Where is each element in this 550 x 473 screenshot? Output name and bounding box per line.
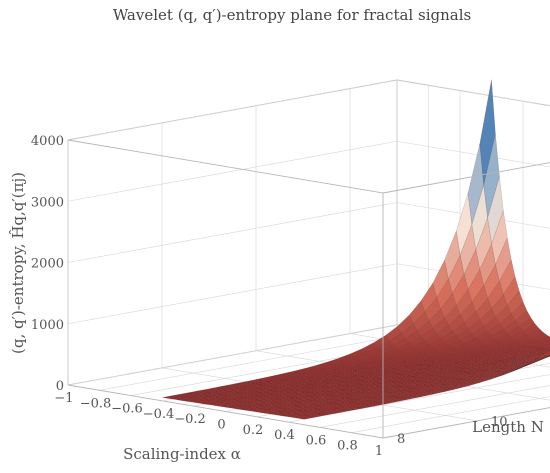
z-tick-label: 2000 <box>31 257 64 272</box>
x-tick-label: 0.8 <box>337 439 358 454</box>
x-tick-label: −0.6 <box>111 402 143 417</box>
x-tick-label: 0.6 <box>306 433 327 448</box>
grid-line <box>68 203 397 263</box>
x-tick-label: −0.8 <box>80 396 112 411</box>
z-tick-label: 0 <box>56 379 64 394</box>
z-tick-label: 3000 <box>31 195 64 210</box>
y-tick-label: 8 <box>397 432 405 447</box>
grid-line <box>68 80 397 140</box>
x-tick-label: −0.4 <box>143 407 175 422</box>
z-tick-label: 1000 <box>31 318 64 333</box>
grid-line <box>397 80 550 133</box>
x-tick-label: 0 <box>217 418 225 433</box>
box-edge <box>397 80 550 133</box>
grid-line <box>68 141 397 201</box>
chart-title: Wavelet (q, q′)-entropy plane for fracta… <box>113 6 471 24</box>
y-axis-label: Length N <box>472 418 544 436</box>
z-tick-label: 4000 <box>31 134 64 149</box>
x-tick-label: 0.4 <box>274 428 295 443</box>
x-tick-label: −0.2 <box>174 412 206 427</box>
x-tick-label: 0.2 <box>243 423 264 438</box>
x-axis-label: Scaling-index α <box>123 445 241 463</box>
box-edge <box>68 140 383 193</box>
x-tick-label: 1 <box>375 444 383 459</box>
grid-line <box>68 264 397 324</box>
z-axis-label: (q, q′)-entropy, Ĥq,q′(πj) <box>9 172 27 354</box>
